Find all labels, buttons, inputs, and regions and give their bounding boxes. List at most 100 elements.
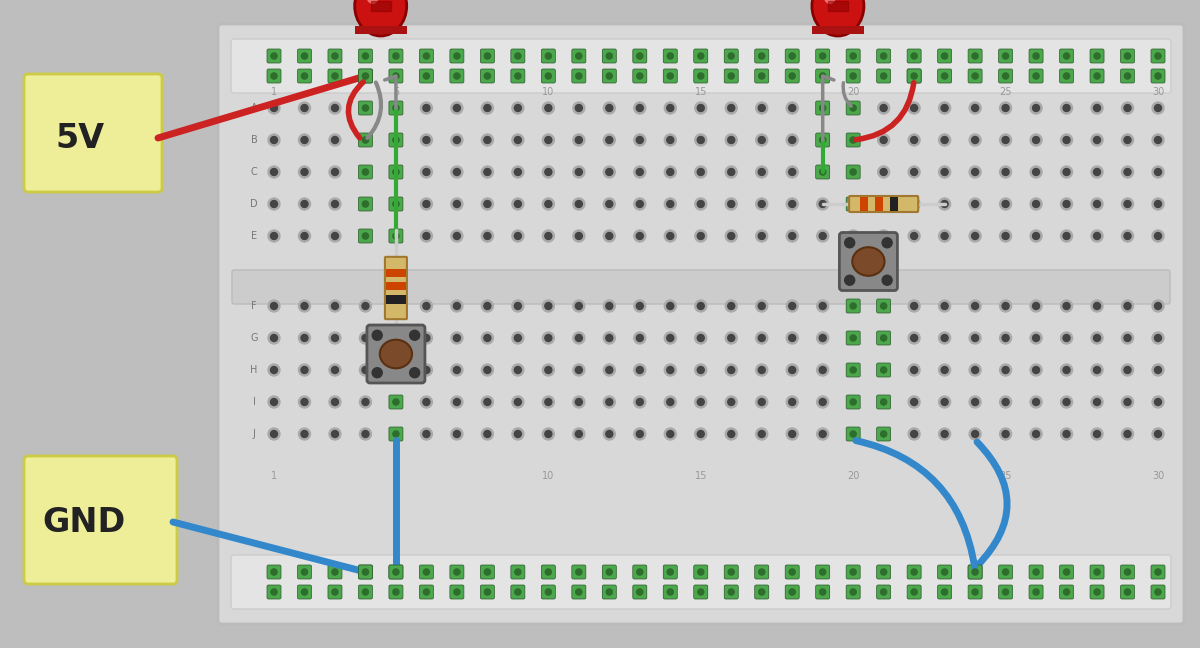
Circle shape xyxy=(850,367,857,373)
FancyBboxPatch shape xyxy=(359,69,372,83)
Circle shape xyxy=(420,300,432,312)
FancyArrowPatch shape xyxy=(856,83,913,140)
FancyBboxPatch shape xyxy=(877,395,890,409)
Circle shape xyxy=(545,104,552,111)
FancyBboxPatch shape xyxy=(907,69,922,83)
Circle shape xyxy=(1002,104,1009,111)
FancyBboxPatch shape xyxy=(998,49,1013,63)
Circle shape xyxy=(451,166,463,178)
Circle shape xyxy=(727,200,734,207)
Circle shape xyxy=(301,168,308,176)
Circle shape xyxy=(1002,334,1009,341)
Circle shape xyxy=(454,399,461,406)
Circle shape xyxy=(484,233,491,240)
Circle shape xyxy=(636,168,643,176)
FancyBboxPatch shape xyxy=(846,363,860,377)
Circle shape xyxy=(820,104,826,111)
Circle shape xyxy=(331,399,338,406)
Circle shape xyxy=(881,73,887,79)
Circle shape xyxy=(268,300,280,312)
FancyBboxPatch shape xyxy=(816,133,829,147)
FancyBboxPatch shape xyxy=(725,585,738,599)
FancyBboxPatch shape xyxy=(359,133,372,147)
FancyBboxPatch shape xyxy=(1151,49,1165,63)
Circle shape xyxy=(970,300,982,312)
FancyBboxPatch shape xyxy=(816,49,829,63)
Circle shape xyxy=(270,430,277,437)
Circle shape xyxy=(1063,233,1070,240)
Circle shape xyxy=(817,102,829,114)
FancyBboxPatch shape xyxy=(907,585,922,599)
Text: 5V: 5V xyxy=(55,122,104,154)
Bar xyxy=(355,26,407,34)
Text: 15: 15 xyxy=(695,87,707,97)
Circle shape xyxy=(606,233,613,240)
Circle shape xyxy=(1154,137,1162,143)
Circle shape xyxy=(268,230,280,242)
Circle shape xyxy=(1002,399,1009,406)
Circle shape xyxy=(422,233,430,240)
Circle shape xyxy=(847,364,859,376)
Circle shape xyxy=(725,230,737,242)
FancyBboxPatch shape xyxy=(785,585,799,599)
Circle shape xyxy=(667,168,673,176)
Circle shape xyxy=(637,569,643,575)
Circle shape xyxy=(637,53,643,59)
Circle shape xyxy=(1063,334,1070,341)
Circle shape xyxy=(1094,53,1100,59)
Circle shape xyxy=(758,334,766,341)
Circle shape xyxy=(1063,104,1070,111)
Circle shape xyxy=(485,589,491,595)
Circle shape xyxy=(1061,166,1073,178)
Circle shape xyxy=(880,233,887,240)
Circle shape xyxy=(1063,430,1070,437)
Circle shape xyxy=(1002,53,1009,59)
Circle shape xyxy=(697,589,704,595)
Circle shape xyxy=(454,53,460,59)
Circle shape xyxy=(392,334,400,341)
Circle shape xyxy=(454,430,461,437)
Circle shape xyxy=(636,104,643,111)
Circle shape xyxy=(484,104,491,111)
FancyBboxPatch shape xyxy=(1090,69,1104,83)
FancyBboxPatch shape xyxy=(1090,565,1104,579)
Circle shape xyxy=(362,73,368,79)
FancyBboxPatch shape xyxy=(968,565,982,579)
Circle shape xyxy=(329,134,341,146)
Circle shape xyxy=(667,233,673,240)
Circle shape xyxy=(695,198,707,210)
FancyBboxPatch shape xyxy=(816,165,829,179)
Circle shape xyxy=(575,168,582,176)
Circle shape xyxy=(788,367,796,373)
Circle shape xyxy=(877,230,889,242)
Circle shape xyxy=(271,73,277,79)
Circle shape xyxy=(515,569,521,575)
FancyBboxPatch shape xyxy=(450,565,464,579)
Circle shape xyxy=(424,73,430,79)
Circle shape xyxy=(941,168,948,176)
FancyBboxPatch shape xyxy=(450,585,464,599)
Circle shape xyxy=(606,303,613,310)
Circle shape xyxy=(637,73,643,79)
Circle shape xyxy=(756,102,768,114)
Circle shape xyxy=(1030,428,1042,440)
Circle shape xyxy=(271,569,277,575)
Circle shape xyxy=(604,102,616,114)
FancyBboxPatch shape xyxy=(328,565,342,579)
Circle shape xyxy=(606,168,613,176)
Circle shape xyxy=(941,200,948,207)
Circle shape xyxy=(908,134,920,146)
FancyBboxPatch shape xyxy=(359,197,372,211)
Circle shape xyxy=(1033,73,1039,79)
FancyBboxPatch shape xyxy=(846,299,860,313)
Circle shape xyxy=(481,230,493,242)
Circle shape xyxy=(1061,134,1073,146)
Circle shape xyxy=(362,201,368,207)
Circle shape xyxy=(850,569,857,575)
Circle shape xyxy=(390,102,402,114)
Circle shape xyxy=(301,233,308,240)
FancyBboxPatch shape xyxy=(1060,565,1074,579)
Circle shape xyxy=(1030,198,1042,210)
Circle shape xyxy=(575,233,582,240)
Circle shape xyxy=(1061,332,1073,344)
